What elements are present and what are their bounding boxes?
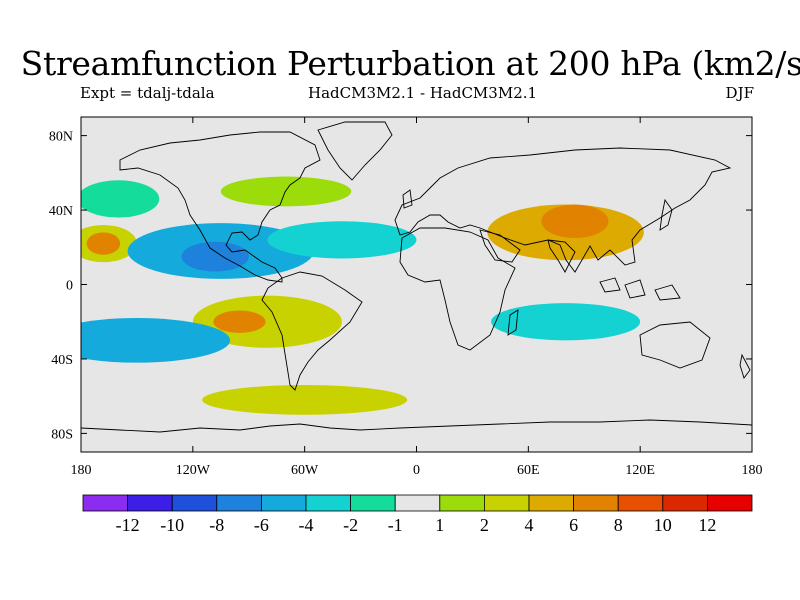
lon-label: 180 [742, 463, 763, 478]
anomaly-neg-south-indian [491, 303, 641, 341]
colorbar-swatch [260, 494, 307, 512]
colorbar-label: -4 [299, 515, 314, 535]
colorbar-label: 6 [569, 515, 578, 535]
colorbar-swatch [305, 494, 351, 512]
anomaly-pos-north-america [220, 176, 352, 207]
anomaly-neg-subtropical-atlantic [267, 221, 417, 259]
colorbar-label: -6 [254, 515, 269, 535]
anomaly-pos-southern-ocean [202, 385, 408, 415]
anomaly-fields [81, 176, 644, 415]
colorbar-swatch [439, 494, 485, 512]
lon-label: 60E [517, 463, 540, 478]
plot-title: Streamfunction Perturbation at 200 hPa (… [20, 44, 800, 83]
axis-ticks: 80N 40N 0 40S 80S 180 120W 60W 0 60E 120E 180 [49, 117, 763, 478]
colorbar-swatch [171, 494, 218, 512]
lat-label: 80S [51, 427, 73, 442]
colorbar-label: -10 [160, 515, 184, 535]
map-area [81, 117, 752, 452]
anomaly-neg-south-pacific [81, 318, 231, 363]
lat-label: 40S [51, 353, 73, 368]
colorbar-swatch [350, 494, 396, 512]
lon-label: 120W [176, 463, 211, 478]
map-background [81, 117, 752, 452]
colorbar-label: 8 [614, 515, 623, 535]
coastlines [81, 121, 752, 433]
lon-label: 0 [413, 463, 420, 478]
colorbar-swatch [617, 494, 664, 512]
anomaly-neg-central-america-core [181, 241, 249, 272]
anomaly-pos-south-america [192, 295, 342, 348]
colorbar-swatch [216, 494, 262, 512]
colorbar-label: 1 [435, 515, 444, 535]
model-label: HadCM3M2.1 - HadCM3M2.1 [308, 84, 538, 102]
lon-label: 120E [625, 463, 655, 478]
colorbar-swatch [394, 494, 441, 512]
colorbar-swatch [662, 494, 708, 512]
colorbar-swatch [707, 494, 753, 512]
experiment-label: Expt = tdalj-tdala [80, 84, 215, 102]
lat-label: 40N [49, 204, 73, 219]
anomaly-pos-south-america-core [213, 310, 266, 333]
colorbar-swatch [528, 494, 574, 512]
colorbar-label: 2 [480, 515, 489, 535]
colorbar-swatch [483, 494, 530, 512]
colorbar-label: -8 [209, 515, 224, 535]
lat-label: 80N [49, 130, 73, 145]
colorbar-label: 12 [698, 515, 716, 535]
anomaly-neg-north-pacific [81, 180, 160, 218]
anomaly-pos-north-pacific-core [86, 232, 121, 255]
colorbar-label: 10 [654, 515, 672, 535]
colorbar-swatch [573, 494, 619, 512]
season-label: DJF [725, 84, 754, 102]
colorbar-swatch [82, 494, 128, 512]
colorbar-label: -2 [343, 515, 358, 535]
anomaly-pos-asia-core [541, 204, 609, 238]
colorbar-label: -12 [116, 515, 140, 535]
lon-label: 180 [71, 463, 92, 478]
colorbar-swatch [127, 494, 173, 512]
colorbar: -12 -10 -8 -6 -4 -2 -1 1 2 4 6 8 10 12 [82, 494, 753, 535]
colorbar-label: 4 [525, 515, 534, 535]
lat-label: 0 [66, 279, 73, 294]
lon-label: 60W [291, 463, 319, 478]
colorbar-label: -1 [388, 515, 403, 535]
